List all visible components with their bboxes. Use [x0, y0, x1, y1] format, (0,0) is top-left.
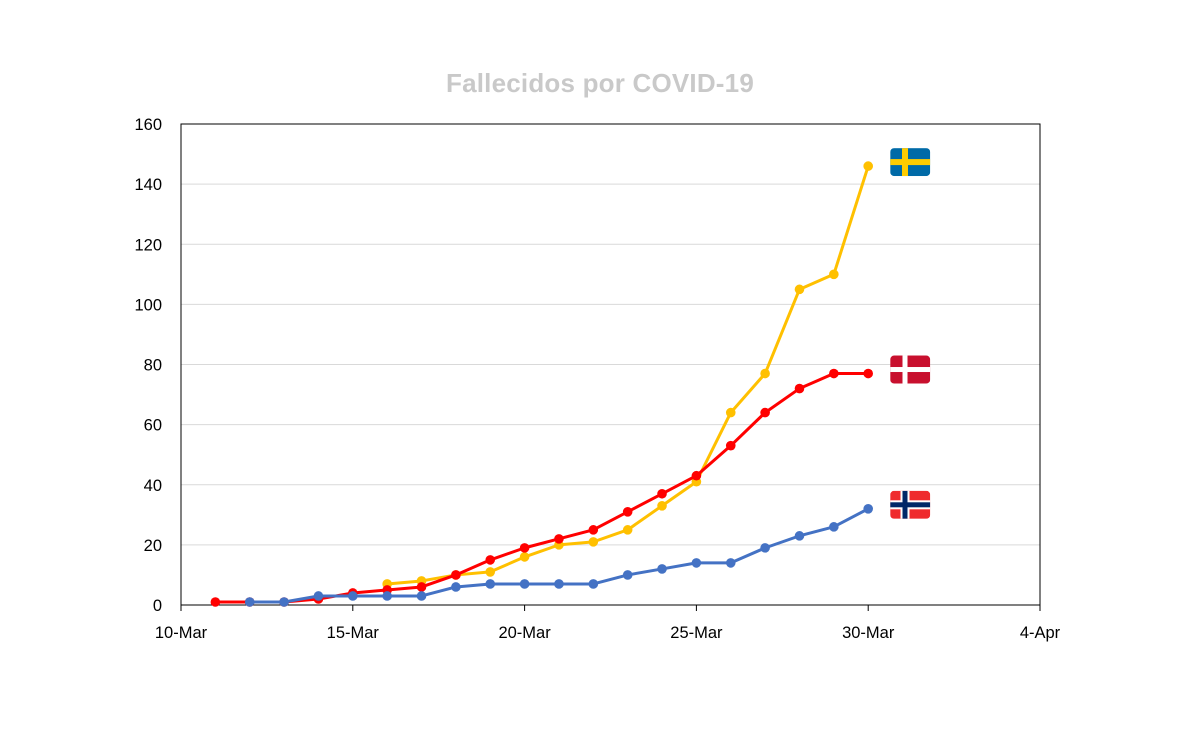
data-point — [554, 534, 564, 544]
denmark-flag-icon — [890, 355, 931, 384]
data-point — [348, 591, 358, 601]
data-point — [416, 591, 427, 601]
data-point — [725, 440, 736, 451]
data-point — [210, 597, 221, 607]
x-tick-label: 25-Mar — [670, 624, 723, 642]
x-tick-label: 10-Mar — [155, 624, 208, 642]
y-tick-label: 140 — [134, 176, 162, 194]
series-line-0 — [385, 164, 870, 586]
data-point — [657, 564, 667, 574]
norway-flag-icon — [890, 490, 931, 519]
data-point — [622, 525, 633, 535]
plot-area-border — [180, 123, 1041, 606]
data-point — [451, 570, 461, 580]
x-tick-label: 30-Mar — [842, 624, 895, 642]
data-point — [485, 567, 496, 577]
data-point — [829, 522, 839, 532]
data-point — [485, 555, 496, 565]
data-point — [794, 531, 805, 541]
data-point — [725, 407, 736, 418]
y-tick-label: 0 — [153, 597, 162, 615]
data-point — [588, 525, 599, 535]
sweden-flag-icon — [890, 148, 931, 177]
x-tick-label: 4-Apr — [1020, 624, 1061, 642]
data-point — [485, 579, 496, 589]
data-point — [588, 579, 599, 589]
x-tick-label: 20-Mar — [498, 624, 551, 642]
data-point — [382, 591, 392, 601]
y-tick-label: 40 — [144, 477, 162, 495]
y-tick-label: 20 — [144, 537, 162, 555]
data-point — [829, 269, 839, 280]
data-point — [588, 537, 599, 547]
data-point — [519, 579, 530, 589]
data-point — [554, 579, 564, 589]
data-point — [519, 543, 530, 553]
series-line-1 — [213, 372, 870, 604]
chart-title: Fallecidos por COVID-19 — [445, 68, 754, 98]
data-point — [519, 552, 530, 562]
y-tick-label: 120 — [134, 236, 162, 254]
data-point — [244, 597, 255, 607]
data-point — [691, 470, 702, 481]
y-tick-label: 60 — [144, 417, 162, 435]
data-point — [794, 284, 805, 295]
data-point — [794, 383, 805, 394]
y-tick-label: 80 — [144, 357, 162, 375]
data-point — [622, 570, 633, 580]
data-point — [863, 504, 873, 514]
y-tick-label: 100 — [134, 296, 162, 314]
data-point — [760, 368, 770, 379]
y-tick-label: 160 — [134, 116, 162, 134]
data-point — [657, 500, 667, 511]
data-point — [760, 407, 770, 418]
data-point — [760, 543, 770, 553]
data-point — [657, 488, 667, 499]
data-point — [416, 582, 427, 592]
data-point — [725, 558, 736, 568]
data-point — [829, 368, 839, 379]
data-point — [279, 597, 289, 607]
data-point — [863, 368, 873, 379]
data-point — [622, 507, 633, 517]
x-tick-label: 15-Mar — [327, 624, 380, 642]
data-point — [691, 558, 702, 568]
data-point — [313, 591, 324, 601]
data-point — [451, 582, 461, 592]
data-point — [863, 161, 873, 171]
